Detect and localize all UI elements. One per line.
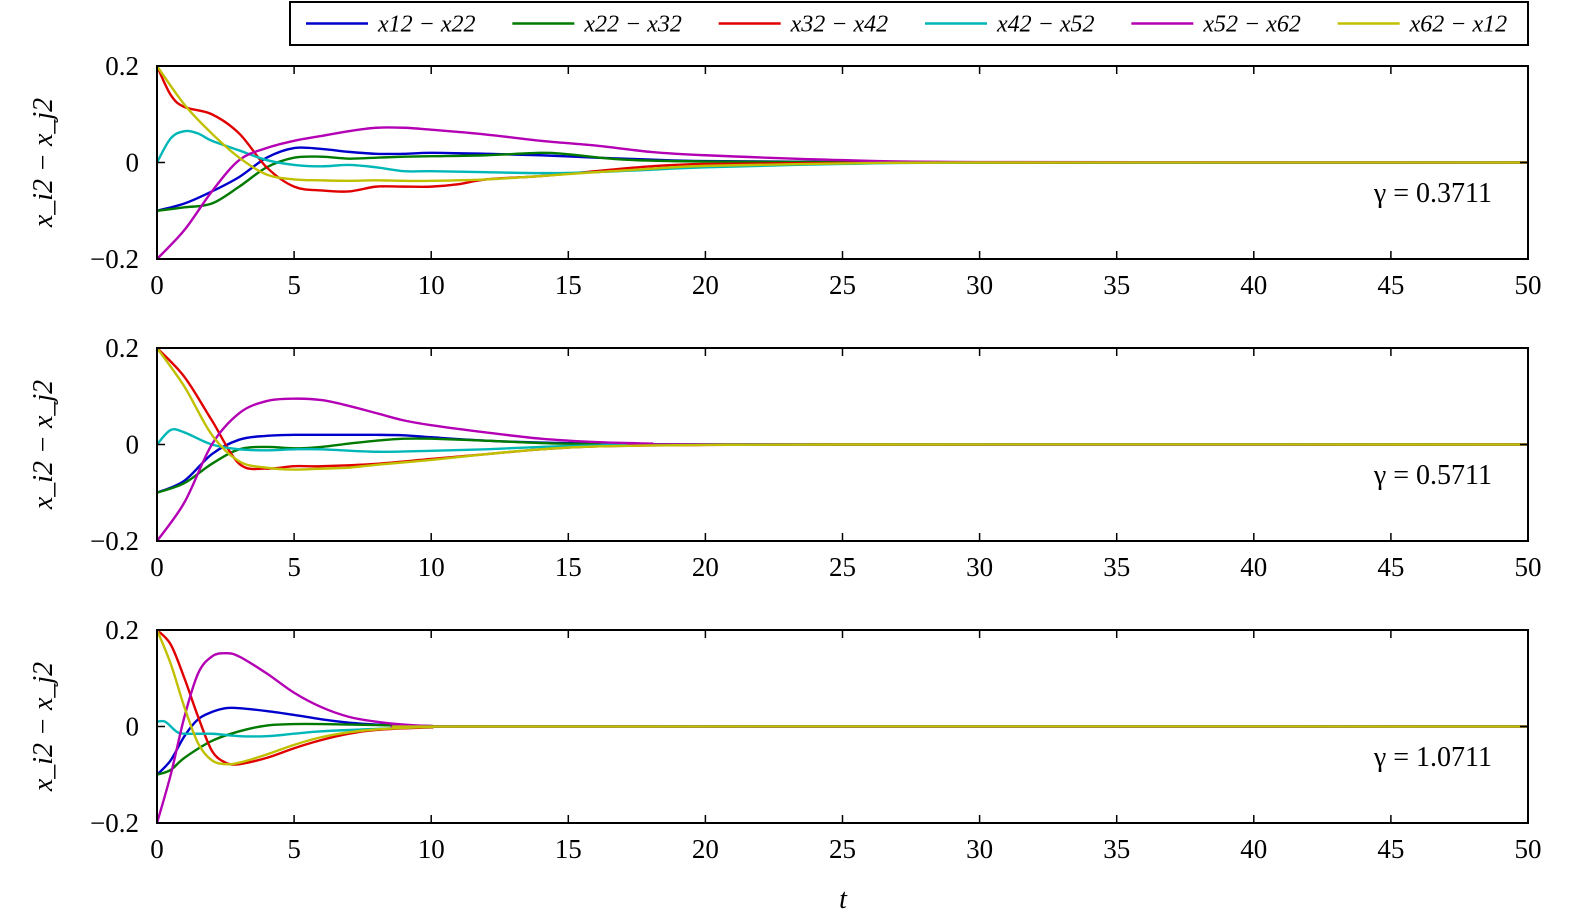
x-tick-label: 25 (829, 270, 856, 300)
x-tick-label: 50 (1515, 552, 1542, 582)
legend-entry-label: x62 − x12 (1409, 12, 1508, 38)
x-tick-label: 30 (966, 834, 993, 864)
series-line (157, 348, 1528, 471)
series-group (157, 66, 1528, 259)
x-tick-label: 10 (418, 552, 445, 582)
x-tick-label: 35 (1103, 834, 1130, 864)
x-tick-label: 40 (1240, 552, 1267, 582)
gamma-annotation: γ = 0.5711 (1373, 460, 1492, 491)
x-tick-label: 15 (555, 834, 582, 864)
x-tick-label: 40 (1240, 834, 1267, 864)
x-tick-label: 35 (1103, 552, 1130, 582)
x-tick-label: 5 (287, 834, 301, 864)
x-tick-label: 45 (1377, 552, 1404, 582)
panels: 0 5 10 15 20 25 30 35 40 45 50−0.200.2x_i2 − x_j2 γ… (28, 51, 1542, 864)
y-tick-label: 0.2 (105, 51, 139, 81)
series-line (157, 706, 1528, 776)
x-tick-label: 20 (692, 552, 719, 582)
y-tick-label: 0.2 (105, 333, 139, 363)
series-line (157, 651, 1528, 823)
x-tick-label: 35 (1103, 270, 1130, 300)
y-axis-label: x_i2 − x_j2 (28, 380, 59, 510)
x-tick-label: 0 (150, 552, 164, 582)
series-line (157, 428, 1528, 453)
x-tick-label: 0 (150, 834, 164, 864)
x-tick-label: 5 (287, 270, 301, 300)
y-tick-label: −0.2 (90, 808, 139, 838)
legend-entry-label: x42 − x52 (996, 12, 1095, 38)
series-line (157, 66, 1528, 183)
x-tick-label: 15 (555, 552, 582, 582)
x-tick-label: 15 (555, 270, 582, 300)
legend-entry-label: x22 − x32 (583, 12, 682, 38)
gamma-annotation: γ = 1.0711 (1373, 742, 1492, 773)
series-line (157, 630, 1528, 766)
series-line (157, 126, 1528, 259)
x-tick-label: 10 (418, 834, 445, 864)
x-axis-label: t (839, 884, 848, 915)
gamma-annotation: γ = 0.3711 (1373, 178, 1492, 209)
legend: x12 − x22 x22 − x32 x32 − x42 x42 − x52 x52 … (289, 1, 1529, 46)
y-axis-label: x_i2 − x_j2 (28, 662, 59, 792)
x-tick-label: 50 (1515, 270, 1542, 300)
x-tick-label: 45 (1377, 270, 1404, 300)
x-tick-label: 25 (829, 834, 856, 864)
x-tick-label: 25 (829, 552, 856, 582)
series-line (157, 146, 1528, 212)
panel-3: 0 5 10 15 20 25 30 35 40 45 50 −0.2 0 0.2 x_i2 − x_j2 γ… (28, 615, 1542, 864)
x-tick-label: 45 (1377, 834, 1404, 864)
series-line (157, 397, 1528, 541)
series-group (157, 630, 1528, 823)
x-tick-label: 20 (692, 270, 719, 300)
y-axis-label: x_i2 − x_j2 (28, 98, 59, 228)
x-tick-label: 10 (418, 270, 445, 300)
series-group (157, 348, 1528, 541)
legend-entry-label: x12 − x22 (377, 12, 476, 38)
x-tick-label: 0 (150, 270, 164, 300)
y-tick-label: 0 (126, 712, 140, 742)
series-line (157, 630, 1528, 766)
y-tick-label: 0 (126, 430, 140, 460)
panel-1: 0 5 10 15 20 25 30 35 40 45 50 −0.2 0 0.2 x_i2 − x_j2 γ… (28, 51, 1542, 300)
legend-entry-label: x32 − x42 (790, 12, 889, 38)
y-tick-label: 0.2 (105, 615, 139, 645)
x-tick-label: 30 (966, 270, 993, 300)
panel-2: 0 5 10 15 20 25 30 35 40 45 50 −0.2 0 0.2 x_i2 − x_j2 γ… (28, 333, 1542, 582)
y-tick-label: 0 (126, 148, 140, 178)
x-tick-label: 20 (692, 834, 719, 864)
x-tick-label: 50 (1515, 834, 1542, 864)
x-tick-label: 40 (1240, 270, 1267, 300)
legend-entry-label: x52 − x62 (1202, 12, 1301, 38)
legend-box (289, 1, 1529, 46)
x-tick-label: 30 (966, 552, 993, 582)
y-tick-label: −0.2 (90, 526, 139, 556)
y-tick-label: −0.2 (90, 244, 139, 274)
x-tick-label: 5 (287, 552, 301, 582)
